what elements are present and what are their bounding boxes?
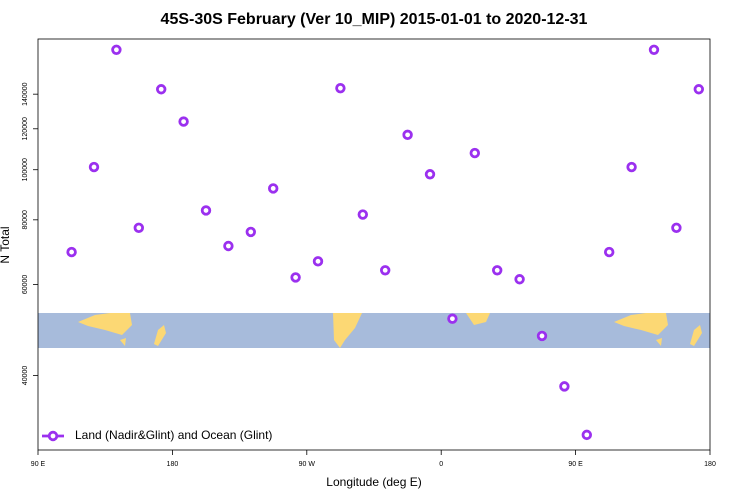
point	[492, 265, 503, 276]
point	[223, 240, 234, 252]
point	[66, 246, 77, 258]
y-tick-label: 120000	[22, 117, 29, 140]
y-tick-label: 100000	[22, 158, 29, 181]
x-tick-label: 90 E	[31, 461, 46, 468]
point	[268, 183, 279, 194]
y-axis-label: N Total	[0, 226, 12, 263]
chart-title: 45S-30S February (Ver 10_MIP) 2015-01-01…	[161, 11, 588, 28]
point	[335, 82, 346, 94]
point	[514, 274, 525, 285]
x-tick-label: 90 W	[299, 461, 316, 468]
point	[626, 161, 637, 173]
point	[671, 222, 682, 234]
point	[424, 169, 436, 180]
map-band	[38, 313, 710, 348]
plot-frame	[37, 38, 711, 451]
point	[559, 381, 570, 392]
legend-marker	[47, 430, 59, 442]
point	[469, 147, 480, 159]
point	[357, 209, 368, 220]
point	[380, 265, 391, 276]
y-tick-label: 40000	[22, 366, 29, 386]
legend-label: Land (Nadir&Glint) and Ocean (Glint)	[75, 428, 272, 442]
x-tick-label: 180	[704, 461, 716, 468]
point	[581, 429, 592, 441]
x-axis-label: Longitude (deg E)	[326, 475, 421, 489]
point	[133, 222, 144, 234]
y-tick-label: 60000	[22, 275, 29, 295]
point	[402, 129, 413, 141]
point	[88, 161, 100, 173]
point	[178, 116, 189, 127]
point	[648, 44, 660, 55]
point	[693, 84, 704, 95]
point	[290, 272, 301, 283]
x-tick-label: 90 E	[568, 461, 583, 468]
x-tick-label: 0	[439, 461, 443, 468]
point	[200, 205, 212, 216]
point	[111, 44, 122, 55]
y-tick-label: 140000	[22, 82, 29, 105]
point	[447, 313, 458, 324]
point	[312, 256, 324, 267]
point	[245, 226, 256, 238]
y-tick-label: 80000	[22, 210, 29, 230]
point	[536, 330, 548, 342]
point	[155, 84, 167, 95]
point	[604, 246, 615, 258]
x-tick-label: 180	[167, 461, 179, 468]
